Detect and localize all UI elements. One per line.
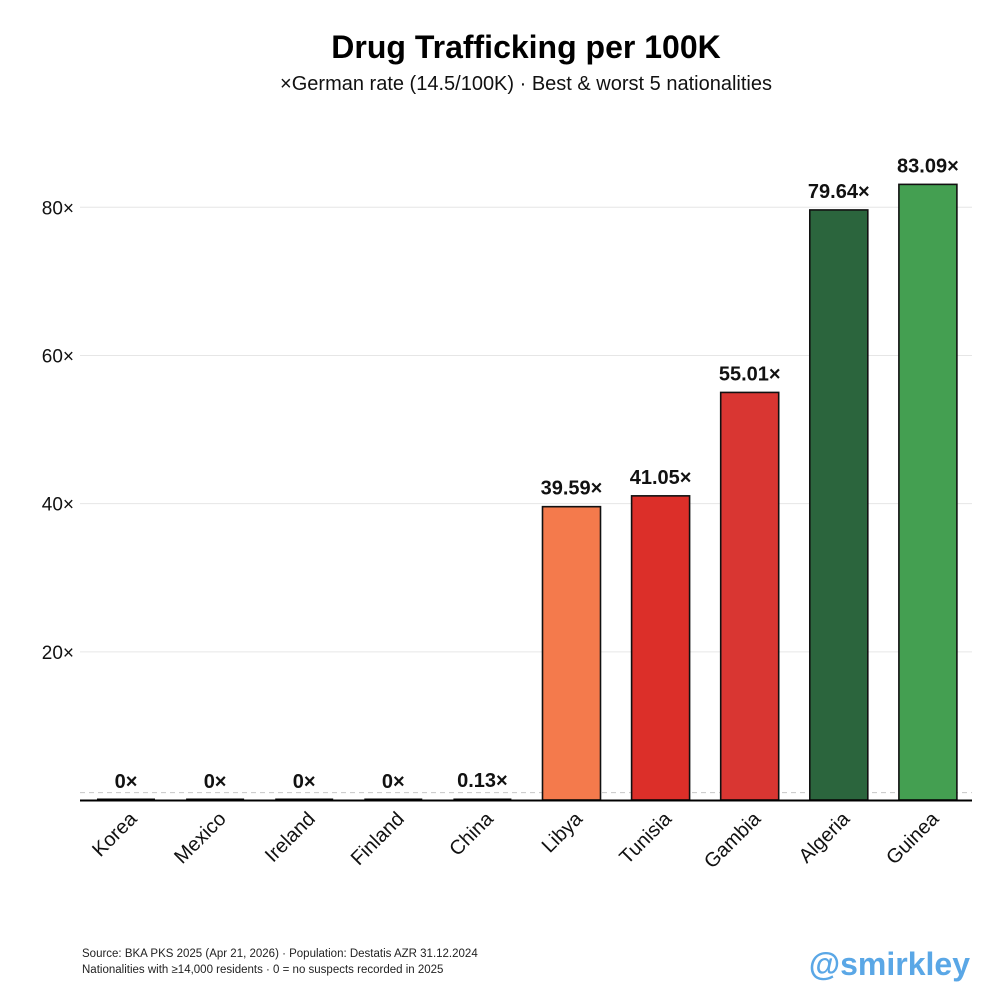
y-tick-label: 20× bbox=[42, 643, 74, 664]
bar-libya bbox=[541, 505, 602, 801]
value-label: 41.05× bbox=[630, 467, 692, 489]
value-label: 0× bbox=[115, 771, 138, 793]
source-note-line2: Nationalities with ≥14,000 residents · 0… bbox=[82, 964, 443, 976]
value-label: 0.13× bbox=[457, 770, 508, 792]
x-axis-ticks: Korea Mexico Ireland Finland China Libya Tunis… bbox=[88, 807, 944, 873]
bar-tunisia bbox=[630, 495, 691, 801]
x-tick-label: China bbox=[445, 807, 498, 860]
bar-guinea bbox=[898, 183, 958, 801]
value-label: 39.59× bbox=[541, 478, 603, 500]
value-label: 0× bbox=[204, 771, 227, 793]
x-tick-label: Mexico bbox=[170, 808, 230, 868]
chart-title: Drug Trafficking per 100K bbox=[331, 29, 720, 65]
chart-subtitle: ×German rate (14.5/100K) · Best & worst … bbox=[280, 73, 772, 95]
bar-gambia bbox=[719, 391, 780, 801]
x-tick-label: Guinea bbox=[882, 807, 944, 869]
value-label: 55.01× bbox=[719, 363, 781, 385]
x-tick-label: Tunisia bbox=[616, 807, 677, 868]
source-note-line1: Source: BKA PKS 2025 (Apr 21, 2026) · Po… bbox=[82, 948, 478, 960]
value-label: 0× bbox=[293, 771, 316, 793]
x-tick-label: Gambia bbox=[700, 807, 766, 873]
value-label: 83.09× bbox=[897, 155, 959, 177]
x-tick-label: Ireland bbox=[261, 808, 320, 867]
value-label: 0× bbox=[382, 771, 405, 793]
y-tick-label: 60× bbox=[42, 346, 74, 367]
author-handle: @smirkley bbox=[809, 946, 970, 982]
y-axis-ticks: 20× 40× 60× 80× bbox=[42, 198, 74, 664]
x-tick-label: Korea bbox=[88, 807, 142, 861]
value-labels: 0× 0× 0× 0× 0.13× 39.59× 41.05× 55.01× 79.64× 83.… bbox=[115, 155, 959, 793]
x-tick-label: Libya bbox=[538, 807, 588, 857]
bars bbox=[97, 183, 958, 802]
bar-algeria bbox=[808, 209, 869, 801]
y-tick-label: 80× bbox=[42, 198, 74, 219]
value-label: 79.64× bbox=[808, 181, 870, 203]
x-tick-label: Finland bbox=[347, 808, 409, 870]
y-tick-label: 40× bbox=[42, 495, 74, 516]
x-tick-label: Algeria bbox=[795, 807, 855, 867]
